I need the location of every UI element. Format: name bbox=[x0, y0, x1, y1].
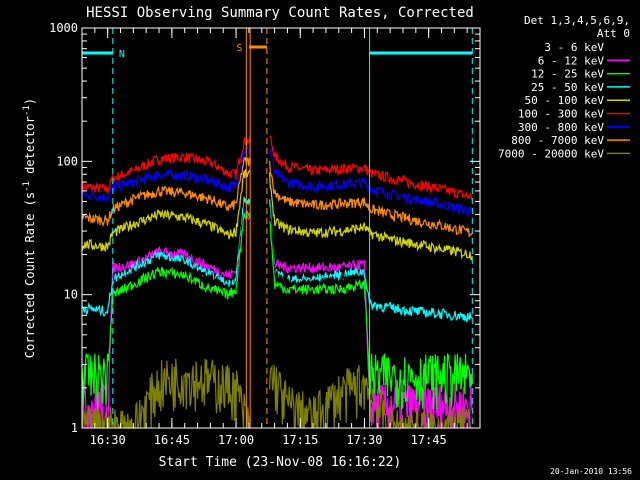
y-axis-label: Corrected Count Rate (s-1 detector-1) bbox=[22, 98, 37, 358]
legend-label-4: 50 - 100 keV bbox=[525, 94, 605, 107]
y-tick-label-2: 100 bbox=[56, 154, 78, 168]
y-axis-label-end: ) bbox=[23, 98, 37, 105]
y-tick-label-0: 1 bbox=[71, 421, 78, 435]
y-tick-label-3: 1000 bbox=[49, 21, 78, 35]
series-line-3 bbox=[81, 169, 473, 261]
series-layer bbox=[81, 134, 473, 431]
y-tick-label-1: 10 bbox=[64, 288, 78, 302]
chart-title: HESSI Observing Summary Count Rates, Cor… bbox=[86, 5, 474, 21]
legend-label-8: 7000 - 20000 keV bbox=[498, 147, 604, 160]
series-line-0 bbox=[81, 134, 473, 201]
night-label: N bbox=[119, 49, 125, 60]
saa-label: S bbox=[236, 43, 242, 54]
legend-label-2: 12 - 25 keV bbox=[531, 68, 604, 81]
annotation-layer: NS bbox=[82, 28, 473, 428]
legend-label-0: 3 - 6 keV bbox=[544, 41, 604, 54]
legend-label-5: 100 - 300 keV bbox=[518, 108, 604, 121]
x-tick-label-2: 17:00 bbox=[218, 433, 254, 447]
series-line-2 bbox=[81, 156, 473, 239]
x-tick-label-5: 17:45 bbox=[411, 433, 447, 447]
series-line-5 bbox=[81, 196, 473, 323]
y-axis-label-mid: detector bbox=[23, 116, 37, 181]
series-line-7 bbox=[81, 210, 473, 411]
legend-header-line2: Att 0 bbox=[597, 27, 630, 40]
legend-header-line1: Det 1,3,4,5,6,9, bbox=[524, 14, 630, 27]
x-tick-label-3: 17:15 bbox=[282, 433, 318, 447]
y-axis-label-sup2: -1 bbox=[22, 105, 32, 116]
legend-label-1: 6 - 12 keV bbox=[538, 54, 605, 67]
plot-frame bbox=[81, 27, 481, 429]
legend-label-3: 25 - 50 keV bbox=[531, 81, 604, 94]
x-tick-label-4: 17:30 bbox=[346, 433, 382, 447]
x-tick-label-0: 16:30 bbox=[90, 433, 126, 447]
axis-layer: 16:30 16:45 17:00 17:15 17:30 17:45 1 10 100 1000 bbox=[49, 21, 480, 447]
legend-label-6: 300 - 800 keV bbox=[518, 121, 604, 134]
x-axis-label: Start Time (23-Nov-08 16:16:22) bbox=[159, 455, 402, 470]
footer-timestamp: 20-Jan-2010 13:56 bbox=[550, 467, 632, 476]
y-axis-label-sup1: -1 bbox=[22, 181, 32, 192]
series-line-1 bbox=[81, 146, 473, 216]
y-axis-label-main: Corrected Count Rate (s bbox=[23, 192, 37, 358]
x-tick-label-1: 16:45 bbox=[154, 433, 190, 447]
legend-label-7: 800 - 7000 keV bbox=[511, 134, 604, 147]
